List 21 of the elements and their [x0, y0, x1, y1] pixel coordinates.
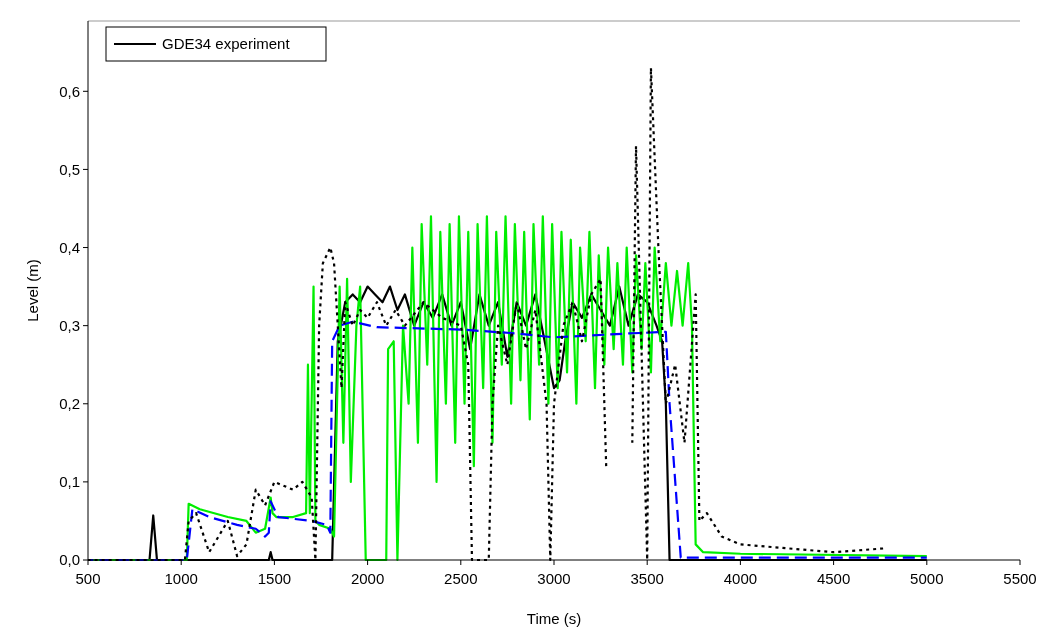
x-tick-label: 1500 — [257, 570, 292, 587]
x-tick-label: 5500 — [1003, 570, 1037, 587]
x-tick-label: 4000 — [723, 570, 758, 587]
y-tick-label: 0,4 — [59, 238, 80, 256]
x-tick-label: 5000 — [910, 570, 944, 587]
x-tick-label: 4500 — [816, 570, 851, 587]
y-tick-label: 0,5 — [59, 160, 80, 178]
x-tick-label: 2000 — [350, 570, 385, 587]
y-tick-label: 0,2 — [59, 395, 80, 413]
y-tick-label: 0,3 — [59, 316, 80, 334]
y-tick-label: 0,1 — [59, 473, 80, 491]
x-tick-label: 3000 — [537, 570, 571, 587]
y-tick-label: 0,6 — [59, 82, 80, 100]
legend-label: GDE34 experiment — [162, 35, 291, 53]
y-axis-title: Level (m) — [24, 259, 41, 322]
y-tick-label: 0,0 — [59, 551, 80, 569]
x-tick-label: 1000 — [164, 570, 198, 587]
x-tick-label: 2500 — [444, 570, 478, 587]
x-axis-title: Time (s) — [526, 610, 582, 627]
x-tick-label: 500 — [75, 570, 101, 587]
x-tick-label: 3500 — [630, 570, 664, 587]
